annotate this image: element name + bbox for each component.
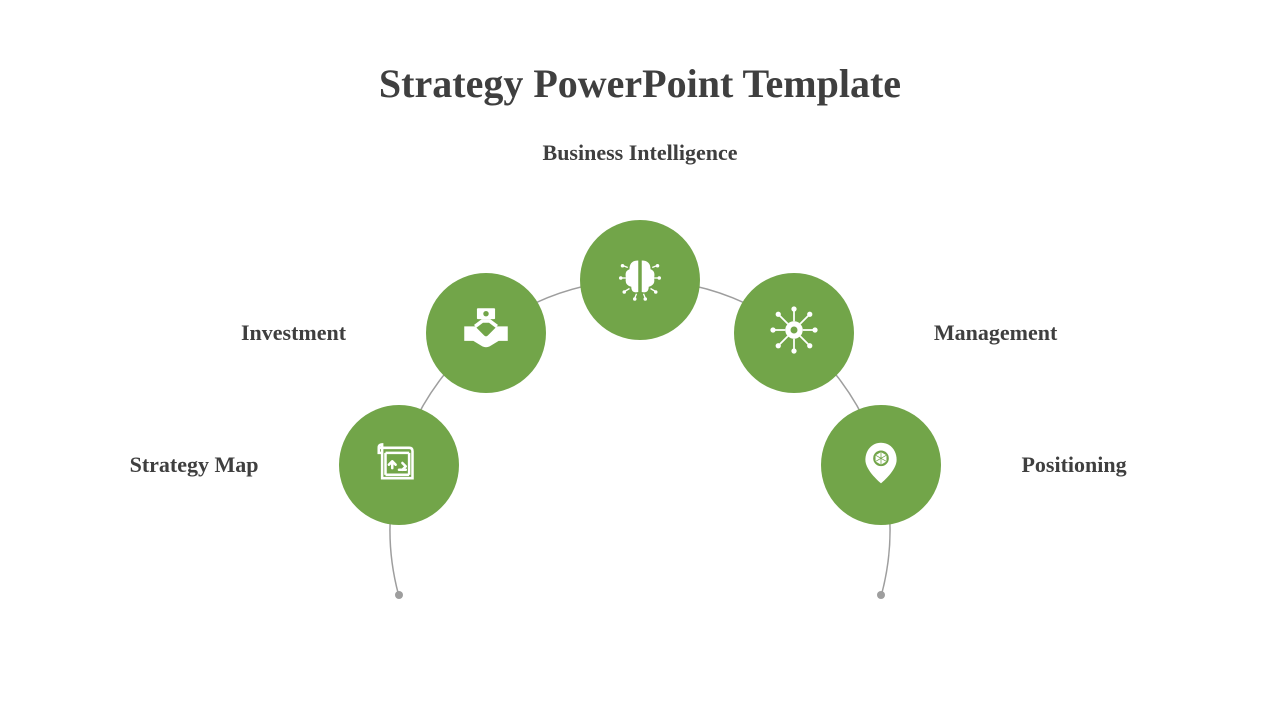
label-strategy-map: Strategy Map: [130, 452, 259, 478]
arc-endpoint: [395, 591, 403, 599]
node-investment: [426, 273, 546, 393]
map-icon: [372, 436, 426, 495]
node-positioning: [821, 405, 941, 525]
node-management: [734, 273, 854, 393]
label-business-intelligence: Business Intelligence: [543, 140, 738, 166]
handshake-icon: [457, 301, 515, 364]
label-management: Management: [934, 320, 1057, 346]
pin-icon: [856, 438, 906, 493]
gear-network-icon: [766, 302, 822, 363]
arc-endpoint: [877, 591, 885, 599]
label-positioning: Positioning: [1021, 452, 1126, 478]
label-investment: Investment: [241, 320, 346, 346]
node-business-intelligence: [580, 220, 700, 340]
arc-path: [0, 0, 1280, 720]
brain-icon: [612, 250, 668, 311]
node-strategy-map: [339, 405, 459, 525]
